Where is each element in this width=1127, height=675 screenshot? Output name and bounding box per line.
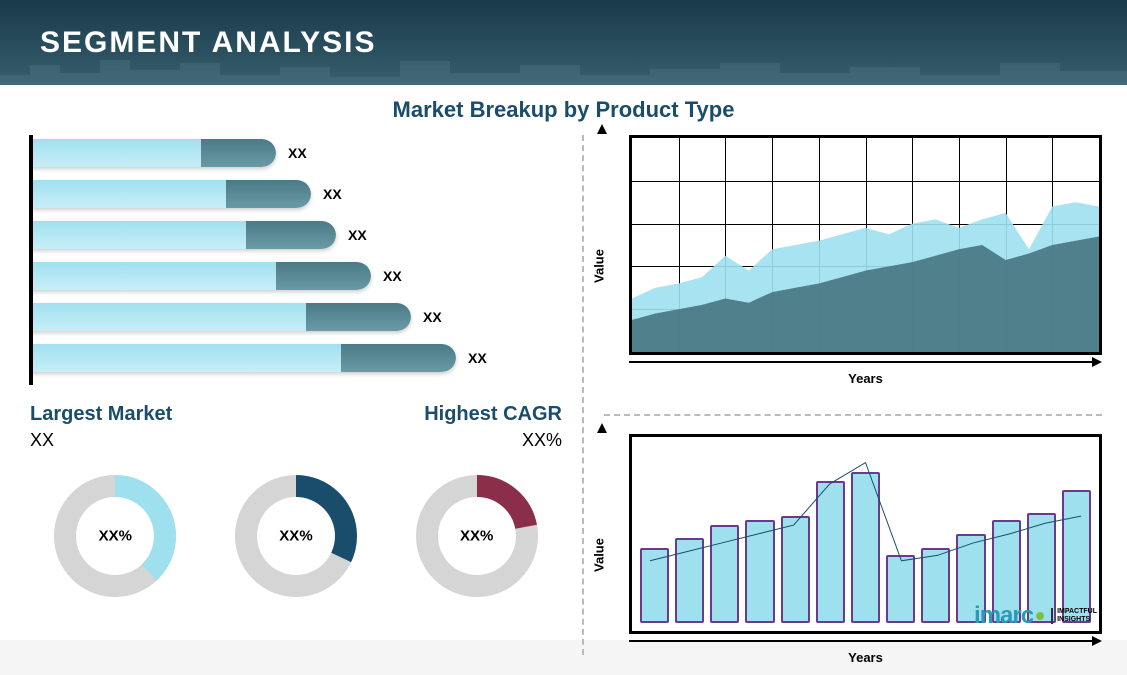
hbar-row: XX [31, 217, 567, 252]
donut-chart: XX% [412, 471, 542, 601]
logo-dot-icon [1036, 612, 1044, 620]
donut-row: XX% XX% XX% [25, 471, 567, 601]
area-ylabel: Value [591, 249, 606, 283]
right-panel: Value Years Value Years [582, 135, 1102, 655]
vbar [640, 548, 669, 623]
logo-tagline: IMPACTFULINSIGHTS [1051, 608, 1097, 624]
vbar [921, 548, 950, 623]
area-x-axis-arrow [629, 357, 1102, 367]
hbar-label: XX [323, 186, 342, 202]
metric-largest: Largest Market XX [30, 403, 172, 451]
vbar [675, 538, 704, 623]
donut-label: XX% [99, 528, 132, 545]
content: XX XX XX XX XX XX Largest Market XX High… [0, 135, 1127, 655]
left-panel: XX XX XX XX XX XX Largest Market XX High… [25, 135, 582, 655]
metrics-row: Largest Market XX Highest CAGR XX% [25, 403, 567, 451]
combo-ylabel: Value [591, 538, 606, 572]
donut-chart: XX% [50, 471, 180, 601]
skyline-decoration [0, 55, 1127, 85]
vbar [851, 472, 880, 623]
area-xlabel: Years [629, 371, 1102, 386]
subtitle: Market Breakup by Product Type [0, 85, 1127, 135]
metric-cagr-value: XX% [424, 430, 562, 451]
logo-text: imarc [974, 602, 1033, 630]
combo-xlabel: Years [629, 650, 1102, 665]
hbar-row: XX [31, 299, 567, 334]
area-chart-wrap: Value Years [604, 135, 1102, 396]
donut-label: XX% [279, 528, 312, 545]
combo-chart-wrap: Value Years [604, 434, 1102, 675]
page-root: SEGMENT ANALYSIS Market Breakup by Produ… [0, 0, 1127, 640]
metric-largest-title: Largest Market [30, 403, 172, 426]
donut-label: XX% [460, 528, 493, 545]
vbar [816, 481, 845, 623]
hbar-row: XX [31, 258, 567, 293]
vbar [886, 555, 915, 623]
vbar [710, 525, 739, 623]
area-chart [629, 135, 1102, 355]
hbar-chart: XX XX XX XX XX XX [25, 135, 567, 385]
metric-largest-value: XX [30, 430, 172, 451]
hbar-row: XX [31, 176, 567, 211]
vbar [781, 516, 810, 623]
hbar-label: XX [383, 268, 402, 284]
hbar-label: XX [423, 309, 442, 325]
combo-x-axis-arrow [629, 636, 1102, 646]
hbar-row: XX [31, 135, 567, 170]
hbar-label: XX [288, 145, 307, 161]
hbar-row: XX [31, 340, 567, 375]
header: SEGMENT ANALYSIS [0, 0, 1127, 85]
donut-chart: XX% [231, 471, 361, 601]
metric-cagr-title: Highest CAGR [424, 403, 562, 426]
vbar [745, 520, 774, 623]
logo: imarc IMPACTFULINSIGHTS [974, 602, 1097, 630]
metric-cagr: Highest CAGR XX% [424, 403, 562, 451]
hbar-y-axis [29, 135, 33, 385]
right-divider [604, 414, 1102, 416]
hbar-label: XX [468, 350, 487, 366]
hbar-label: XX [348, 227, 367, 243]
